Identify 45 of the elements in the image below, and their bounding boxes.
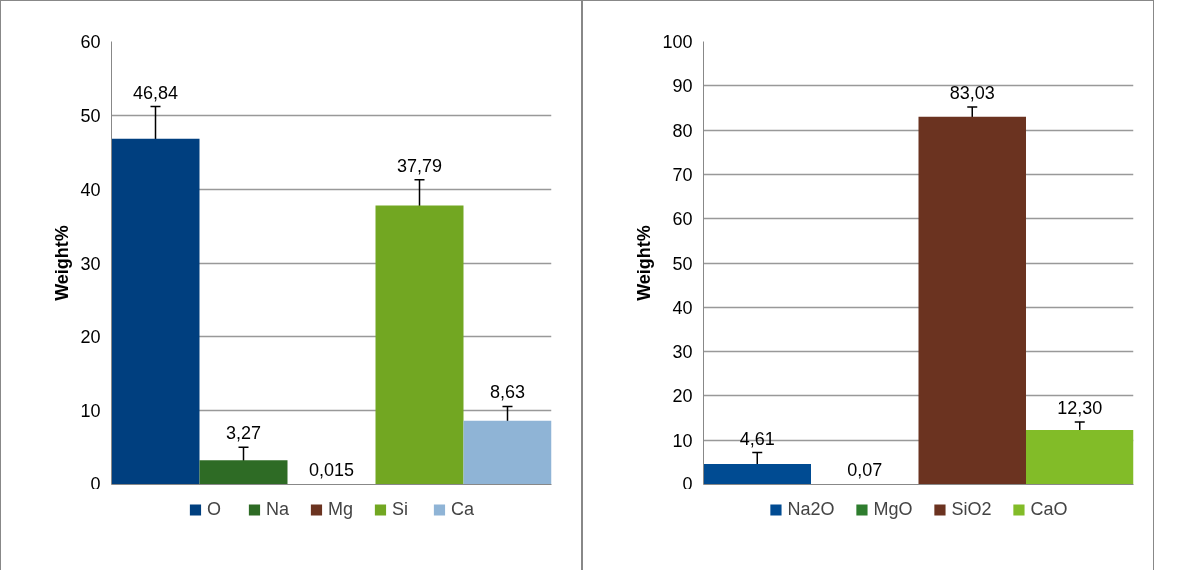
y-tick-label: 20 <box>80 327 101 348</box>
y-tick-label: 70 <box>672 164 693 185</box>
y-tick-label: 10 <box>80 401 101 422</box>
y-tick-label: 0 <box>682 473 693 494</box>
bar <box>375 205 464 485</box>
data-label: 4,61 <box>739 428 775 449</box>
data-label: 12,30 <box>1057 398 1103 419</box>
legend-label: Si <box>392 498 409 520</box>
bar <box>918 116 1026 485</box>
legend-label: MgO <box>873 498 913 520</box>
data-label: 46,84 <box>132 82 179 103</box>
bar <box>111 138 200 485</box>
data-label: 8,63 <box>489 382 526 403</box>
data-label: 0,015 <box>308 460 355 481</box>
y-axis-title: Weight% <box>634 225 655 301</box>
y-tick-label: 10 <box>672 430 693 451</box>
y-tick-label: 40 <box>672 297 693 318</box>
y-tick-label: 40 <box>80 179 101 200</box>
y-tick-label: 80 <box>672 120 693 141</box>
legend-label: Ca <box>451 498 475 520</box>
y-tick-label: 50 <box>80 105 101 126</box>
y-tick-label: 0 <box>90 473 101 494</box>
legend-label: O <box>206 498 222 520</box>
legend-label: Na <box>265 498 289 520</box>
y-tick-label: 60 <box>80 32 101 52</box>
y-axis-title: Weight% <box>52 225 73 301</box>
y-tick-label: 90 <box>672 76 693 97</box>
legend-label: SiO2 <box>951 498 992 520</box>
legend-label: Na2O <box>787 498 835 520</box>
legend-label: Mg <box>327 498 354 520</box>
y-tick-label: 30 <box>672 342 693 363</box>
y-tick-label: 100 <box>662 32 693 52</box>
bar <box>199 460 288 485</box>
y-tick-label: 50 <box>672 253 693 274</box>
bar <box>703 464 811 485</box>
bar <box>463 420 552 485</box>
data-label: 0,07 <box>847 460 883 481</box>
y-tick-label: 60 <box>672 209 693 230</box>
data-label: 83,03 <box>949 82 995 103</box>
legend-label: CaO <box>1030 498 1068 520</box>
bar <box>1026 430 1134 485</box>
data-label: 3,27 <box>225 423 262 444</box>
y-tick-label: 30 <box>80 253 101 274</box>
y-tick-label: 20 <box>672 386 693 407</box>
data-label: 37,79 <box>396 155 443 176</box>
